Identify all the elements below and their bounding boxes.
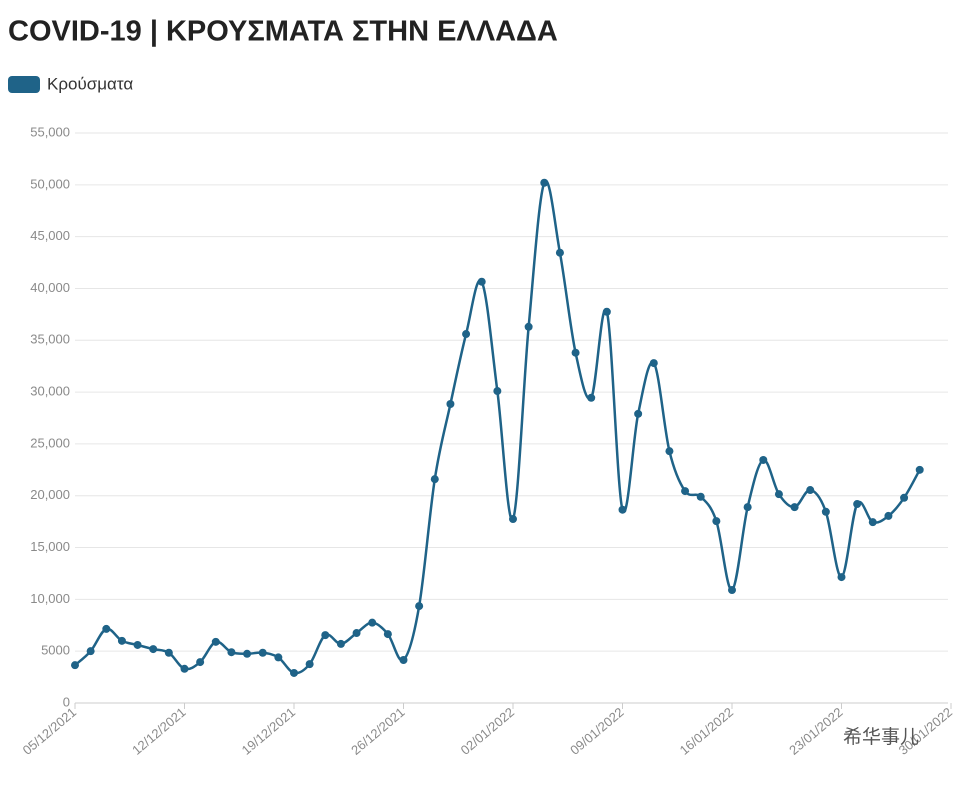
data-point [540,178,549,187]
x-tick-label: 05/12/2021 [20,704,79,757]
data-point [915,465,924,474]
data-point [524,322,533,331]
data-point [712,517,721,526]
y-tick-label: 0 [63,694,70,709]
data-point [86,647,95,656]
data-point [274,653,283,662]
data-point [243,649,252,658]
y-tick-label: 5000 [41,643,70,658]
data-point [321,631,330,640]
data-point [821,507,830,516]
data-point [884,511,893,520]
data-point [509,515,517,524]
data-point [149,645,158,654]
data-point [446,400,455,409]
watermark: 希华事儿 [843,726,919,748]
y-tick-label: 35,000 [30,332,70,347]
data-point [477,277,486,286]
data-point [790,503,799,512]
data-point [133,640,142,649]
x-tick-label: 16/01/2022 [677,704,736,757]
y-tick-label: 45,000 [30,228,70,243]
data-point [602,307,611,316]
data-point [634,409,643,418]
data-point [774,490,783,499]
legend-swatch [8,76,40,93]
x-tick-label: 26/12/2021 [348,704,407,757]
data-point [290,668,298,677]
data-point [415,602,424,611]
data-point [399,655,408,664]
data-point [227,648,236,657]
data-point [71,661,79,670]
y-tick-label: 30,000 [30,384,70,399]
data-point [837,573,846,582]
data-point [180,664,189,673]
data-point [900,493,909,502]
data-point [696,492,705,501]
data-point [164,648,173,657]
data-point [258,648,267,657]
data-point [649,359,658,368]
x-tick-label: 19/12/2021 [239,704,298,757]
data-point [305,660,314,669]
data-point [868,518,877,527]
data-point [352,629,361,638]
data-point [117,636,126,645]
data-point [571,348,580,357]
data-point [665,447,674,456]
data-point [587,393,596,402]
data-point [430,475,439,484]
data-point [368,618,377,627]
data-point [211,637,220,646]
data-point [555,248,564,257]
chart-title: COVID-19 | ΚΡΟΥΣΜΑΤΑ ΣΤΗΝ ΕΛΛΑΔΑ [8,16,558,48]
data-point [493,387,502,396]
y-tick-label: 50,000 [30,176,70,191]
y-tick-label: 25,000 [30,435,70,450]
x-tick-label: 09/01/2022 [567,704,626,757]
data-point [462,330,471,339]
y-tick-label: 10,000 [30,591,70,606]
data-point [759,455,768,464]
x-tick-label: 12/12/2021 [129,704,188,757]
y-tick-label: 55,000 [30,124,70,139]
data-point [102,624,111,633]
x-tick-label: 02/01/2022 [458,704,517,757]
data-point [806,486,815,495]
data-point [743,503,752,512]
data-point [681,487,690,496]
y-tick-label: 20,000 [30,487,70,502]
legend-label: Κρούσματα [47,74,133,93]
y-tick-label: 15,000 [30,539,70,554]
data-point [196,658,205,667]
data-point [728,586,736,595]
data-point [618,505,627,514]
x-tick-label: 23/01/2022 [786,704,845,757]
data-point [383,630,392,639]
data-point [336,639,345,648]
y-tick-label: 40,000 [30,280,70,295]
data-point [853,500,862,509]
